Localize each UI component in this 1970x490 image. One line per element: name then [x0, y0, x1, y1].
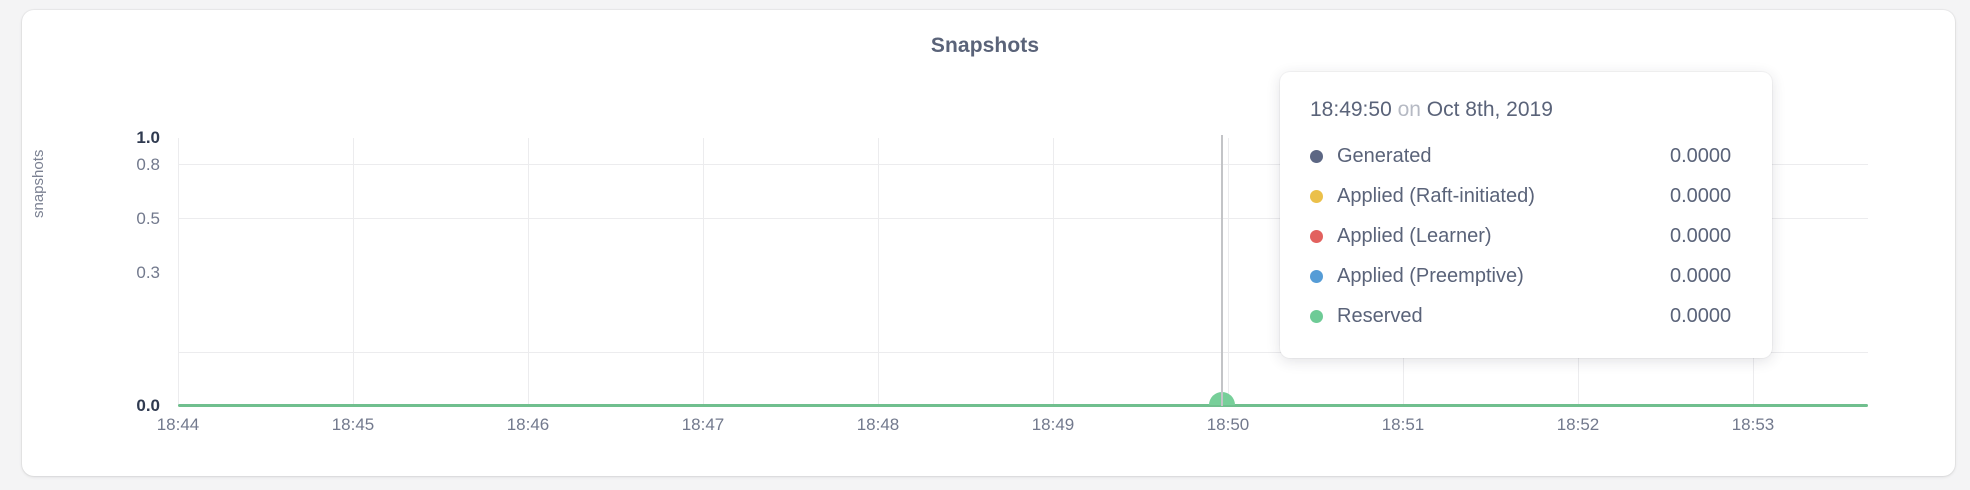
- hover-tooltip: 18:49:50 on Oct 8th, 2019 Generated 0.00…: [1280, 72, 1772, 358]
- tooltip-series-name: Reserved: [1337, 304, 1423, 327]
- legend-dot-icon: [1310, 309, 1323, 323]
- legend-dot-icon: [1310, 229, 1323, 243]
- gridline-horizontal: [178, 164, 1868, 165]
- x-tick-label-3: 18:47: [681, 415, 725, 434]
- y-tick-label-1: 1.0: [136, 128, 160, 147]
- tooltip-series-value: 0.0000: [1670, 304, 1732, 327]
- x-tick-label-7: 18:51: [1381, 415, 1425, 434]
- x-tick-label-6: 18:50: [1206, 415, 1250, 434]
- gridline-horizontal: [178, 218, 1868, 219]
- y-axis-title: snapshots: [30, 149, 47, 218]
- x-tick-label-8: 18:52: [1556, 415, 1600, 434]
- series-line-reserved: [178, 404, 1868, 407]
- gridline-horizontal: [178, 352, 1868, 353]
- tooltip-row: Applied (Preemptive) 0.0000: [1310, 256, 1742, 296]
- tooltip-row: Generated 0.0000: [1310, 136, 1742, 176]
- tooltip-series-name: Applied (Learner): [1337, 224, 1492, 247]
- plot-area[interactable]: [178, 135, 1868, 407]
- tooltip-date: Oct 8th, 2019: [1426, 98, 1553, 121]
- x-tick-label-4: 18:48: [856, 415, 900, 434]
- tooltip-header: 18:49:50 on Oct 8th, 2019: [1310, 98, 1742, 122]
- tooltip-on-label: on: [1397, 98, 1421, 121]
- x-tick-label-5: 18:49: [1031, 415, 1075, 434]
- crosshair-line: [1221, 135, 1223, 406]
- legend-dot-icon: [1310, 269, 1323, 283]
- x-tick-label-9: 18:53: [1731, 415, 1775, 434]
- tooltip-series-name: Applied (Preemptive): [1337, 264, 1524, 287]
- y-tick-label-3: 0.5: [136, 209, 160, 228]
- tooltip-series-value: 0.0000: [1670, 144, 1732, 167]
- gridline-vertical: [353, 138, 354, 406]
- tooltip-row: Applied (Learner) 0.0000: [1310, 216, 1742, 256]
- gridline-vertical: [1228, 138, 1229, 406]
- legend-dot-icon: [1310, 189, 1323, 203]
- page-title: Snapshots: [930, 34, 1040, 57]
- gridline-vertical: [878, 138, 879, 406]
- tooltip-time: 18:49:50: [1310, 98, 1392, 121]
- x-tick-label-2: 18:46: [506, 415, 550, 434]
- gridline-vertical: [178, 138, 179, 406]
- x-tick-label-0: 18:44: [156, 415, 200, 434]
- y-tick-label-4: 0.3: [136, 263, 160, 282]
- legend-dot-icon: [1310, 149, 1323, 163]
- gridline-vertical: [528, 138, 529, 406]
- y-tick-label-5: 0.0: [136, 396, 160, 415]
- gridline-vertical: [1053, 138, 1054, 406]
- tooltip-series-name: Generated: [1337, 144, 1432, 167]
- tooltip-series-value: 0.0000: [1670, 224, 1732, 247]
- tooltip-series-name: Applied (Raft-initiated): [1337, 184, 1535, 207]
- y-tick-label-2: 0.8: [136, 155, 160, 174]
- tooltip-series-value: 0.0000: [1670, 264, 1732, 287]
- tooltip-series-value: 0.0000: [1670, 184, 1732, 207]
- x-tick-label-1: 18:45: [331, 415, 375, 434]
- gridline-vertical: [703, 138, 704, 406]
- tooltip-row: Applied (Raft-initiated) 0.0000: [1310, 176, 1742, 216]
- tooltip-row: Reserved 0.0000: [1310, 296, 1742, 336]
